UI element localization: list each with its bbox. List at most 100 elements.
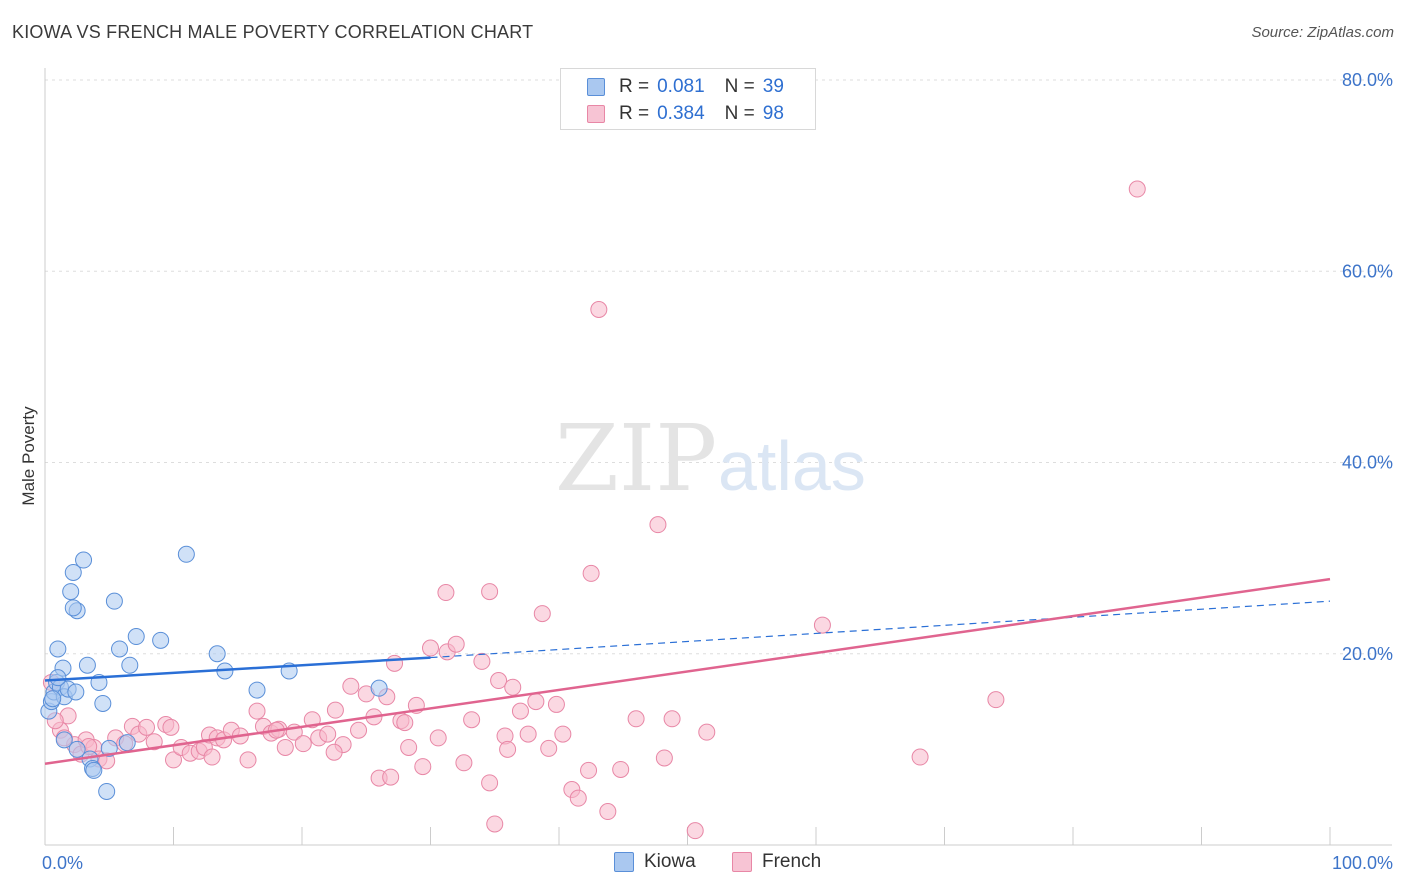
kiowa-point [94, 694, 112, 712]
kiowa-point [49, 640, 67, 658]
kiowa-point [111, 640, 129, 658]
french-point [386, 654, 404, 672]
french-point [504, 678, 522, 696]
french-point [400, 738, 418, 756]
watermark-atlas: atlas [718, 427, 866, 505]
french-point [813, 616, 831, 634]
french-point [203, 748, 221, 766]
stats-legend-row-french: R = 0.384 N = 98 [587, 102, 804, 126]
kiowa-point [62, 583, 80, 601]
x-tick-label-max: 100.0% [1332, 853, 1393, 873]
french-point [663, 710, 681, 728]
kiowa-point [370, 679, 388, 697]
kiowa-point [105, 592, 123, 610]
r-label: R = [619, 103, 650, 124]
series-legend: Kiowa French [0, 851, 1406, 879]
french-point [145, 733, 163, 751]
kiowa-point [85, 761, 103, 779]
french-point [248, 702, 266, 720]
french-point [499, 740, 517, 758]
french-points [42, 180, 1146, 840]
kiowa-point [55, 731, 73, 749]
french-point [540, 739, 558, 757]
french-point [490, 672, 508, 690]
french-point [511, 702, 529, 720]
y-axis-label: Male Poverty [19, 406, 38, 506]
french-point [987, 691, 1005, 709]
stats-legend-row-kiowa: R = 0.081 N = 39 [587, 75, 804, 99]
french-point [649, 516, 667, 534]
kiowa-point [78, 656, 96, 674]
french-point [319, 725, 337, 743]
y-tick-label: 80.0% [1342, 70, 1393, 90]
legend-item-kiowa[interactable]: Kiowa [614, 851, 696, 873]
legend-item-french[interactable]: French [732, 851, 821, 873]
french-n-value: 98 [762, 103, 784, 124]
french-point [326, 701, 344, 719]
french-point [342, 677, 360, 695]
french-point [473, 652, 491, 670]
kiowa-point [64, 563, 82, 581]
french-point [325, 743, 343, 761]
french-point [911, 748, 929, 766]
french-point [414, 758, 432, 776]
french-point [590, 301, 608, 318]
french-point [162, 718, 180, 736]
kiowa-legend-label: Kiowa [644, 851, 696, 872]
kiowa-point [64, 599, 82, 617]
stats-legend: R = 0.081 N = 39 R = 0.384 N = 98 [560, 68, 816, 130]
kiowa-n-value: 39 [762, 76, 784, 97]
french-point [239, 751, 257, 769]
french-point [429, 729, 447, 747]
n-label: N = [724, 76, 755, 97]
trend-lines [44, 577, 1331, 765]
french-point [486, 815, 504, 833]
french-legend-swatch [732, 852, 752, 872]
kiowa-point [127, 628, 145, 646]
french-point [382, 768, 400, 786]
kiowa-point [100, 739, 118, 757]
french-point [437, 584, 455, 602]
kiowa-point [121, 656, 139, 674]
kiowa-point [44, 690, 62, 708]
kiowa-point [49, 669, 67, 687]
n-label: N = [724, 103, 755, 124]
french-point [527, 693, 545, 711]
french-point [655, 749, 673, 767]
french-point [627, 710, 645, 728]
kiowa-trend-extension [430, 600, 1331, 659]
kiowa-point [208, 645, 226, 663]
kiowa-point [118, 734, 136, 752]
french-trend-line [44, 577, 1331, 765]
french-point [396, 714, 414, 732]
y-tick-label: 20.0% [1342, 644, 1393, 664]
kiowa-point [152, 631, 170, 649]
french-point [422, 639, 439, 657]
french-point [599, 803, 617, 821]
grid-lines [45, 79, 1392, 655]
french-point [447, 635, 465, 653]
french-point [547, 695, 565, 713]
kiowa-legend-swatch [614, 852, 634, 872]
french-point [698, 723, 716, 741]
french-r-value: 0.384 [657, 103, 705, 124]
kiowa-point [177, 545, 195, 563]
french-point [582, 564, 600, 582]
french-point [612, 760, 630, 778]
x-tick-label-min: 0.0% [42, 853, 83, 873]
y-tick-label: 40.0% [1342, 453, 1393, 473]
french-legend-label: French [762, 851, 822, 872]
french-point [519, 725, 537, 743]
kiowa-r-value: 0.081 [657, 76, 705, 97]
french-point [350, 721, 368, 739]
french-point [481, 583, 499, 601]
french-point [276, 738, 294, 756]
french-point [481, 774, 499, 792]
french-swatch [587, 105, 605, 123]
kiowa-trend-line [44, 656, 431, 682]
french-point [580, 761, 598, 779]
kiowa-point [248, 681, 266, 699]
kiowa-point [67, 683, 85, 701]
french-point [294, 735, 312, 753]
